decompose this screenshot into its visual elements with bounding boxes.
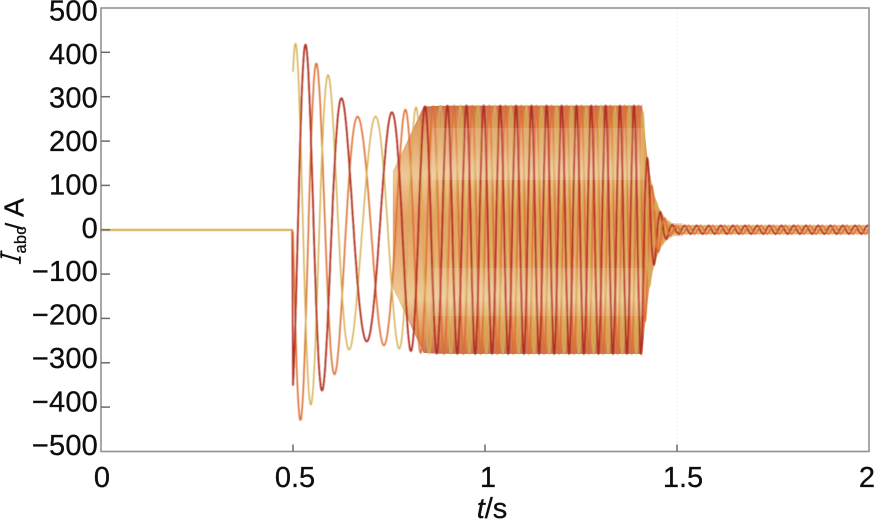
svg-text:A: A xyxy=(0,198,30,217)
svg-text:1.5: 1.5 xyxy=(663,462,703,494)
svg-text:−500: −500 xyxy=(32,430,98,462)
svg-text:−300: −300 xyxy=(32,343,98,375)
svg-text:t/s: t/s xyxy=(477,493,508,519)
svg-text:0.5: 0.5 xyxy=(275,462,315,494)
svg-text:200: 200 xyxy=(49,126,98,158)
svg-text:−100: −100 xyxy=(32,256,98,288)
svg-text:400: 400 xyxy=(49,39,98,71)
svg-text:0: 0 xyxy=(82,213,98,245)
svg-text:/: / xyxy=(1,223,29,230)
svg-text:−200: −200 xyxy=(32,300,98,332)
svg-text:2: 2 xyxy=(859,462,875,494)
svg-text:−400: −400 xyxy=(32,387,98,419)
svg-text:abc: abc xyxy=(12,226,30,253)
svg-text:1: 1 xyxy=(480,462,496,494)
svg-text:100: 100 xyxy=(49,169,98,201)
svg-text:500: 500 xyxy=(49,0,98,28)
svg-text:300: 300 xyxy=(49,82,98,114)
svg-text:0: 0 xyxy=(94,462,110,494)
